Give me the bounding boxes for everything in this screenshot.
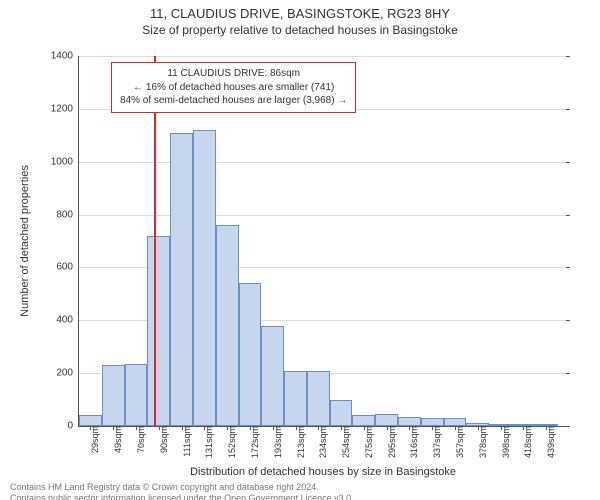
x-tick-label: 316sqm xyxy=(407,426,419,458)
y-tick-mark xyxy=(566,426,570,427)
x-tick-label: 152sqm xyxy=(225,426,237,458)
x-tick-label: 378sqm xyxy=(476,426,488,458)
histogram-bar xyxy=(352,415,375,426)
histogram-bar xyxy=(307,371,330,427)
x-tick-label: 29sqm xyxy=(88,426,100,453)
x-tick-label: 398sqm xyxy=(499,426,511,458)
attribution-line2: Contains public sector information licen… xyxy=(10,493,600,500)
y-axis-label: Number of detached properties xyxy=(18,56,32,426)
histogram-bar xyxy=(193,130,216,426)
histogram-bar xyxy=(147,236,170,426)
x-tick-label: 70sqm xyxy=(134,426,146,453)
x-tick-label: 275sqm xyxy=(362,426,374,458)
y-tick-label: 800 xyxy=(56,209,79,220)
histogram-bar xyxy=(444,418,467,426)
histogram-bar xyxy=(398,417,421,426)
x-tick-label: 90sqm xyxy=(157,426,169,453)
y-tick-label: 600 xyxy=(56,262,79,273)
attribution: Contains HM Land Registry data © Crown c… xyxy=(0,482,600,500)
y-tick-mark xyxy=(566,162,570,163)
chart-title: 11, CLAUDIUS DRIVE, BASINGSTOKE, RG23 8H… xyxy=(0,6,600,21)
y-tick-mark xyxy=(566,215,570,216)
plot-area: 11 CLAUDIUS DRIVE: 86sqm ← 16% of detach… xyxy=(78,56,569,427)
histogram-bar xyxy=(79,415,102,426)
histogram-bar xyxy=(375,414,398,426)
x-axis-label: Distribution of detached houses by size … xyxy=(78,466,568,478)
x-tick-label: 111sqm xyxy=(180,426,192,457)
histogram-bar xyxy=(125,364,148,426)
y-tick-label: 200 xyxy=(56,368,79,379)
x-tick-label: 193sqm xyxy=(271,426,283,458)
chart-subtitle: Size of property relative to detached ho… xyxy=(0,23,600,37)
grid-line xyxy=(79,215,569,216)
x-tick-label: 234sqm xyxy=(316,426,328,458)
y-tick-label: 400 xyxy=(56,315,79,326)
x-tick-label: 213sqm xyxy=(294,426,306,458)
callout-line3: 84% of semi-detached houses are larger (… xyxy=(120,94,347,108)
histogram-bar xyxy=(216,225,239,426)
callout-line1: 11 CLAUDIUS DRIVE: 86sqm xyxy=(120,67,347,81)
x-tick-label: 295sqm xyxy=(385,426,397,458)
y-tick-label: 1000 xyxy=(51,156,79,167)
y-tick-label: 1400 xyxy=(51,51,79,62)
y-tick-mark xyxy=(566,56,570,57)
y-tick-mark xyxy=(566,320,570,321)
y-tick-mark xyxy=(566,109,570,110)
histogram-bar xyxy=(239,283,262,426)
x-tick-label: 172sqm xyxy=(248,426,260,458)
x-tick-label: 254sqm xyxy=(339,426,351,458)
histogram-bar xyxy=(421,418,444,426)
grid-line xyxy=(79,162,569,163)
y-tick-mark xyxy=(566,267,570,268)
histogram-bar xyxy=(330,400,353,426)
y-tick-label: 1200 xyxy=(51,103,79,114)
histogram-bar xyxy=(170,133,193,426)
grid-line xyxy=(79,56,569,57)
y-tick-mark xyxy=(566,373,570,374)
attribution-line1: Contains HM Land Registry data © Crown c… xyxy=(10,482,600,493)
callout-line2: ← 16% of detached houses are smaller (74… xyxy=(120,81,347,95)
x-tick-label: 131sqm xyxy=(202,426,214,458)
y-tick-label: 0 xyxy=(67,421,79,432)
x-tick-label: 439sqm xyxy=(544,426,556,458)
callout-box: 11 CLAUDIUS DRIVE: 86sqm ← 16% of detach… xyxy=(111,62,356,113)
histogram-bar xyxy=(261,326,284,426)
x-tick-label: 337sqm xyxy=(430,426,442,458)
x-tick-label: 418sqm xyxy=(521,426,533,458)
histogram-bar xyxy=(102,365,125,426)
chart-container: 11, CLAUDIUS DRIVE, BASINGSTOKE, RG23 8H… xyxy=(0,6,600,500)
x-tick-label: 49sqm xyxy=(111,426,123,453)
histogram-bar xyxy=(284,371,307,427)
x-tick-label: 357sqm xyxy=(453,426,465,458)
